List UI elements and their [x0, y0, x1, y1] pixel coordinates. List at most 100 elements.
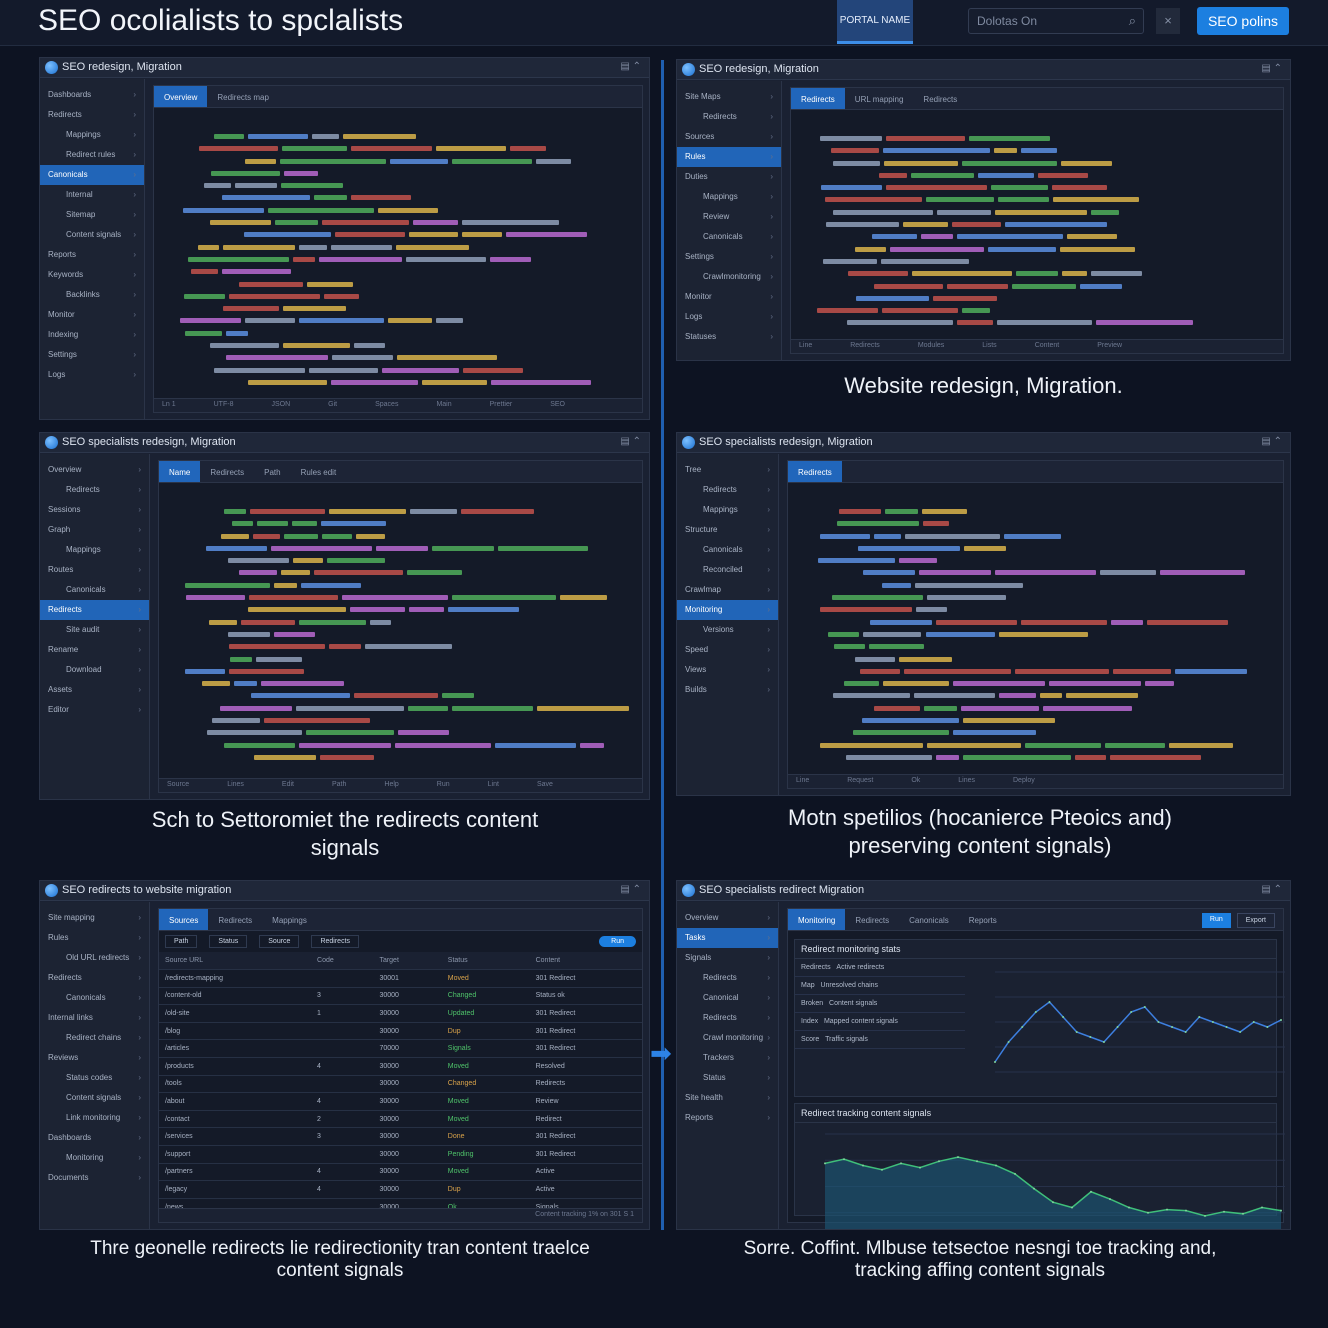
sidebar-item[interactable]: Link monitoring › — [40, 1108, 149, 1128]
tab[interactable]: Redirects — [788, 461, 842, 482]
tab[interactable]: Monitoring — [788, 909, 846, 930]
sidebar-item[interactable]: Views › — [677, 660, 778, 680]
tab[interactable]: Redirects map — [217, 93, 269, 102]
header-tab[interactable]: PORTAL NAME — [837, 0, 913, 44]
sidebar-item[interactable]: Status › — [677, 1068, 778, 1088]
sidebar-item[interactable]: Rules › — [677, 147, 781, 167]
sidebar-item[interactable]: Assets › — [40, 680, 149, 700]
run-button[interactable]: Run — [599, 936, 636, 947]
sidebar-item[interactable]: Download › — [40, 660, 149, 680]
sidebar-item[interactable]: Logs › — [677, 307, 781, 327]
column-header[interactable]: Status — [441, 952, 530, 971]
sidebar-item[interactable]: Builds › — [677, 680, 778, 700]
code-editor[interactable] — [159, 501, 642, 776]
tab[interactable]: Name — [159, 461, 201, 482]
close-button[interactable]: × — [1156, 8, 1180, 34]
sidebar-item[interactable]: Canonicals › — [40, 988, 149, 1008]
sidebar-item[interactable]: Crawlmap › — [677, 580, 778, 600]
sidebar-item[interactable]: Trackers › — [677, 1048, 778, 1068]
sidebar-item[interactable]: Overview › — [40, 460, 149, 480]
table-row[interactable]: /content-old 3 30000 Changed Status ok — [159, 987, 642, 1006]
table-row[interactable]: /articles 70000 Signals 301 Redirect — [159, 1039, 642, 1059]
table-row[interactable]: /support 30000 Pending 301 Redirect — [159, 1145, 642, 1164]
search-input[interactable]: Dolotas On ⌕ — [968, 8, 1144, 34]
table-row[interactable]: /blog 30000 Dup 301 Redirect — [159, 1022, 642, 1041]
window-controls-icon[interactable]: ▤ ⌃ — [620, 436, 641, 447]
sidebar-item[interactable]: Internal › — [40, 185, 144, 205]
sidebar-item[interactable]: Monitor › — [40, 305, 144, 325]
sidebar-item[interactable]: Redirects › — [677, 968, 778, 988]
sidebar-item[interactable]: Graph › — [40, 520, 149, 540]
table-row[interactable]: /partners 4 30000 Moved Active — [159, 1163, 642, 1182]
table-row[interactable]: /redirects-mapping 30001 Moved 301 Redirect — [159, 969, 642, 988]
sidebar-item[interactable]: Redirects › — [40, 600, 149, 620]
sidebar-item[interactable]: Content signals › — [40, 1088, 149, 1108]
sidebar-item[interactable]: Mappings › — [40, 125, 144, 145]
sidebar-item[interactable]: Logs › — [40, 365, 144, 385]
sidebar-item[interactable]: Redirects › — [40, 480, 149, 500]
seo-button[interactable]: SEO polins — [1197, 7, 1289, 35]
sidebar-item[interactable]: Content signals › — [40, 225, 144, 245]
sidebar-item[interactable]: Documents › — [40, 1168, 149, 1188]
window-controls-icon[interactable]: ▤ ⌃ — [1261, 436, 1282, 447]
sidebar-item[interactable]: Rename › — [40, 640, 149, 660]
filter-field[interactable]: Redirects — [311, 935, 360, 948]
sidebar-item[interactable]: Internal links › — [40, 1008, 149, 1028]
sidebar-item[interactable]: Reviews › — [40, 1048, 149, 1068]
sidebar-item[interactable]: Canonical › — [677, 988, 778, 1008]
sidebar-item[interactable]: Canonicals › — [40, 165, 144, 185]
sidebar-item[interactable]: Duties › — [677, 167, 781, 187]
sidebar-item[interactable]: Reconciled › — [677, 560, 778, 580]
sidebar-item[interactable]: Speed › — [677, 640, 778, 660]
tab[interactable]: Canonicals — [909, 916, 949, 925]
tab[interactable]: Redirects — [210, 468, 245, 477]
tab[interactable]: URL mapping — [854, 95, 904, 104]
table-row[interactable]: /about 4 30000 Moved Review — [159, 1092, 642, 1111]
sidebar-item[interactable]: Redirect chains › — [40, 1028, 149, 1048]
sidebar-item[interactable]: Canonicals › — [677, 227, 781, 247]
filter-field[interactable]: Source — [259, 935, 300, 948]
sidebar-item[interactable]: Settings › — [677, 247, 781, 267]
sidebar-item[interactable]: Redirects › — [677, 1008, 778, 1028]
tab[interactable]: Mappings — [272, 916, 307, 925]
sidebar-item[interactable]: Site health › — [677, 1088, 778, 1108]
sidebar-item[interactable]: Overview › — [677, 908, 778, 928]
sidebar-item[interactable]: Monitoring › — [677, 600, 778, 620]
code-editor[interactable] — [154, 126, 642, 396]
sidebar-item[interactable]: Crawlmonitoring › — [677, 267, 781, 287]
sidebar-item[interactable]: Versions › — [677, 620, 778, 640]
sidebar-item[interactable]: Canonicals › — [677, 540, 778, 560]
table-row[interactable]: /services 3 30000 Done 301 Redirect — [159, 1127, 642, 1147]
sidebar-item[interactable]: Site audit › — [40, 620, 149, 640]
run-button[interactable]: Run — [1201, 913, 1231, 928]
sidebar-item[interactable]: Reports › — [677, 1108, 778, 1128]
sidebar-item[interactable]: Rules › — [40, 928, 149, 948]
window-controls-icon[interactable]: ▤ ⌃ — [620, 61, 641, 72]
window-controls-icon[interactable]: ▤ ⌃ — [1261, 63, 1282, 74]
sidebar-item[interactable]: Redirects › — [40, 968, 149, 988]
sidebar-item[interactable]: Canonicals › — [40, 580, 149, 600]
sidebar-item[interactable]: Reports › — [40, 245, 144, 265]
sidebar-item[interactable]: Tree › — [677, 460, 778, 480]
sidebar-item[interactable]: Monitor › — [677, 287, 781, 307]
sidebar-item[interactable]: Editor › — [40, 700, 149, 720]
window-controls-icon[interactable]: ▤ ⌃ — [1261, 884, 1282, 895]
column-header[interactable]: Content — [529, 952, 642, 971]
sidebar-item[interactable]: Monitoring › — [40, 1148, 149, 1168]
table-row[interactable]: /contact 2 30000 Moved Redirect — [159, 1110, 642, 1129]
sidebar-item[interactable]: Backlinks › — [40, 285, 144, 305]
sidebar-item[interactable]: Redirect rules › — [40, 145, 144, 165]
sidebar-item[interactable]: Signals › — [677, 948, 778, 968]
sidebar-item[interactable]: Mappings › — [677, 187, 781, 207]
sidebar-item[interactable]: Status codes › — [40, 1068, 149, 1088]
sidebar-item[interactable]: Indexing › — [40, 325, 144, 345]
tab[interactable]: Rules edit — [300, 468, 337, 477]
table-row[interactable]: /tools 30000 Changed Redirects — [159, 1075, 642, 1094]
sidebar-item[interactable]: Redirects › — [677, 107, 781, 127]
sidebar-item[interactable]: Mappings › — [40, 540, 149, 560]
sidebar-item[interactable]: Routes › — [40, 560, 149, 580]
sidebar-item[interactable]: Site Maps › — [677, 87, 781, 107]
tab[interactable]: Sources — [159, 909, 209, 930]
sidebar-item[interactable]: Redirects › — [40, 105, 144, 125]
tab[interactable]: Redirects — [923, 95, 958, 104]
